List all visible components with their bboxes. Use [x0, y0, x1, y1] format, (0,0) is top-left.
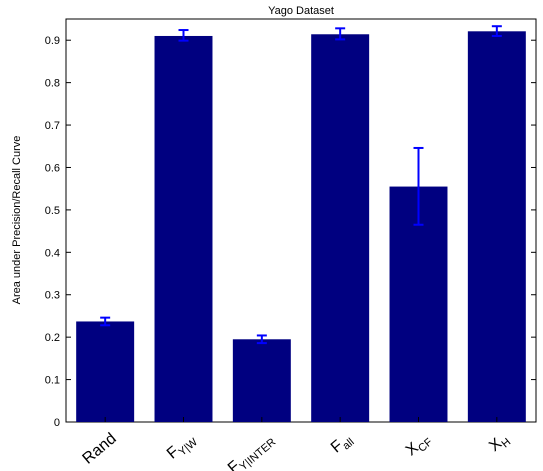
bar — [232, 339, 291, 422]
bar — [389, 186, 448, 422]
y-axis: 0 0.1 0.2 0.3 0.4 0.5 0.6 0.7 0.8 0.9 — [45, 35, 536, 429]
error-bars-group — [100, 25, 502, 345]
x-tick-label-subscript: Y|INTER — [238, 436, 279, 471]
plot-area — [65, 18, 537, 423]
x-tick-label: Fall — [328, 430, 357, 459]
y-tick-label: 0.8 — [45, 78, 60, 90]
y-tick-label: 0.4 — [45, 247, 60, 259]
y-tick-label: 0.7 — [45, 120, 60, 132]
bars-group — [76, 31, 526, 423]
y-tick-label: 0.2 — [45, 332, 60, 344]
y-tick-label: 0 — [54, 417, 60, 429]
bar — [311, 34, 370, 423]
bar — [76, 321, 135, 422]
y-tick-label: 0.9 — [45, 35, 60, 47]
bar — [467, 31, 526, 423]
x-tick-label: Rand — [80, 430, 120, 468]
x-tick-label-subscript: Y|W — [177, 436, 201, 459]
y-tick-label: 0.5 — [45, 205, 60, 217]
bar — [154, 35, 213, 423]
x-tick-label-main: Rand — [80, 430, 120, 468]
chart-title: Yago Dataset — [268, 5, 334, 17]
y-tick-label: 0.6 — [45, 162, 60, 174]
x-tick-label: FY|W — [164, 430, 201, 465]
x-tick-label: XH — [486, 430, 513, 457]
x-tick-label: FY|INTER — [225, 430, 278, 471]
y-axis-label: Area under Precision/Recall Curve — [11, 136, 23, 305]
x-axis-labels: Rand FY|W FY|INTER Fall XCF XH — [80, 417, 513, 471]
y-tick-label: 0.1 — [45, 375, 60, 387]
x-tick-label: XCF — [403, 430, 435, 462]
y-tick-label: 0.3 — [45, 290, 60, 302]
